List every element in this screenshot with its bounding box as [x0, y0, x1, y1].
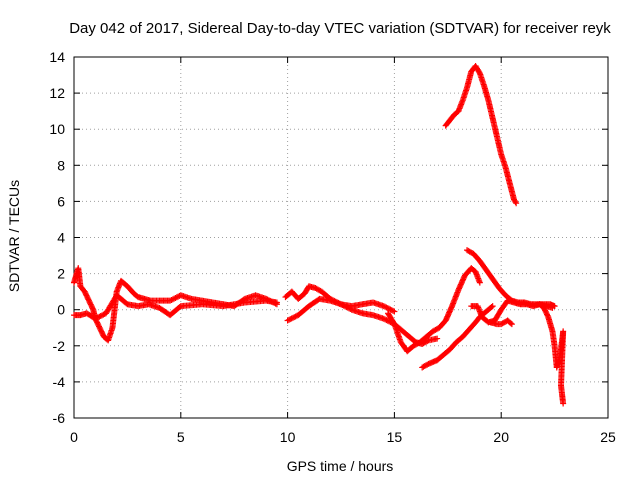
series-track-6: [419, 303, 496, 371]
data-point: [382, 316, 389, 323]
y-tick-label: 2: [57, 266, 65, 282]
y-tick-label: 8: [57, 157, 65, 173]
y-tick-label: -4: [53, 374, 66, 390]
y-tick-label: 0: [57, 302, 65, 318]
data-point: [380, 303, 387, 310]
data-point: [476, 279, 483, 286]
y-tick-label: 10: [49, 121, 65, 137]
series-track-9: [487, 317, 515, 328]
y-tick-label: 12: [49, 85, 65, 101]
data-point: [549, 304, 556, 311]
series-track-2: [71, 292, 280, 322]
data-point: [380, 315, 387, 322]
y-tick-label: 6: [57, 193, 65, 209]
data-point: [285, 316, 292, 323]
data-point: [284, 317, 291, 324]
x-tick-label: 5: [177, 429, 185, 445]
x-tick-label: 20: [493, 429, 509, 445]
data-point: [92, 315, 99, 322]
data-point: [96, 313, 103, 320]
data-point: [382, 303, 389, 310]
series-track-11: [442, 63, 520, 207]
data-point: [273, 299, 280, 306]
data-point: [291, 314, 298, 321]
data-point: [560, 400, 567, 407]
x-axis-label: GPS time / hours: [287, 458, 394, 474]
data-point: [383, 304, 390, 311]
data-point: [169, 296, 176, 303]
data-point: [167, 297, 174, 304]
data-point: [489, 303, 496, 310]
data-point: [434, 335, 441, 342]
data-point: [175, 293, 182, 300]
y-axis-label: SDTVAR / TECUs: [6, 180, 22, 292]
data-point: [388, 307, 395, 314]
data-point: [289, 314, 296, 321]
data-point: [513, 200, 520, 207]
data-point: [171, 295, 178, 302]
data-point: [287, 316, 294, 323]
series-track-3: [282, 283, 441, 347]
x-tick-label: 0: [70, 429, 78, 445]
data-point: [97, 313, 104, 320]
chart-title: Day 042 of 2017, Sidereal Day-to-day VTE…: [69, 20, 611, 37]
data-point: [512, 199, 519, 206]
data-point: [476, 69, 483, 76]
data-points: [71, 63, 567, 407]
x-tick-label: 25: [600, 429, 616, 445]
y-tick-label: 4: [57, 230, 65, 246]
y-tick-label: -6: [53, 410, 66, 426]
data-point: [95, 314, 102, 321]
data-point: [387, 306, 394, 313]
data-point: [292, 313, 299, 320]
series-track-10: [536, 301, 567, 407]
data-point: [390, 307, 397, 314]
data-point: [508, 321, 515, 328]
x-tick-label: 10: [280, 429, 296, 445]
data-point: [544, 312, 551, 319]
data-point: [288, 315, 295, 322]
data-point: [488, 303, 495, 310]
axes: 0 5 10 15 20 25 -6 -4 -2 0 2 4 6 8 10 12 14: [49, 49, 616, 445]
x-tick-label: 15: [387, 429, 403, 445]
series-track-5: [384, 265, 483, 355]
series-track-4: [284, 295, 398, 324]
data-point: [391, 308, 398, 315]
data-point: [93, 315, 100, 322]
y-tick-label: 14: [49, 49, 65, 65]
data-point: [99, 312, 106, 319]
data-point: [100, 311, 107, 318]
data-point: [386, 305, 393, 312]
data-point: [384, 305, 391, 312]
data-point: [173, 294, 180, 301]
grid: [74, 57, 608, 418]
data-point: [507, 320, 514, 327]
data-point: [383, 317, 390, 324]
data-point: [168, 296, 175, 303]
y-tick-label: -2: [53, 338, 66, 354]
data-point: [172, 294, 179, 301]
